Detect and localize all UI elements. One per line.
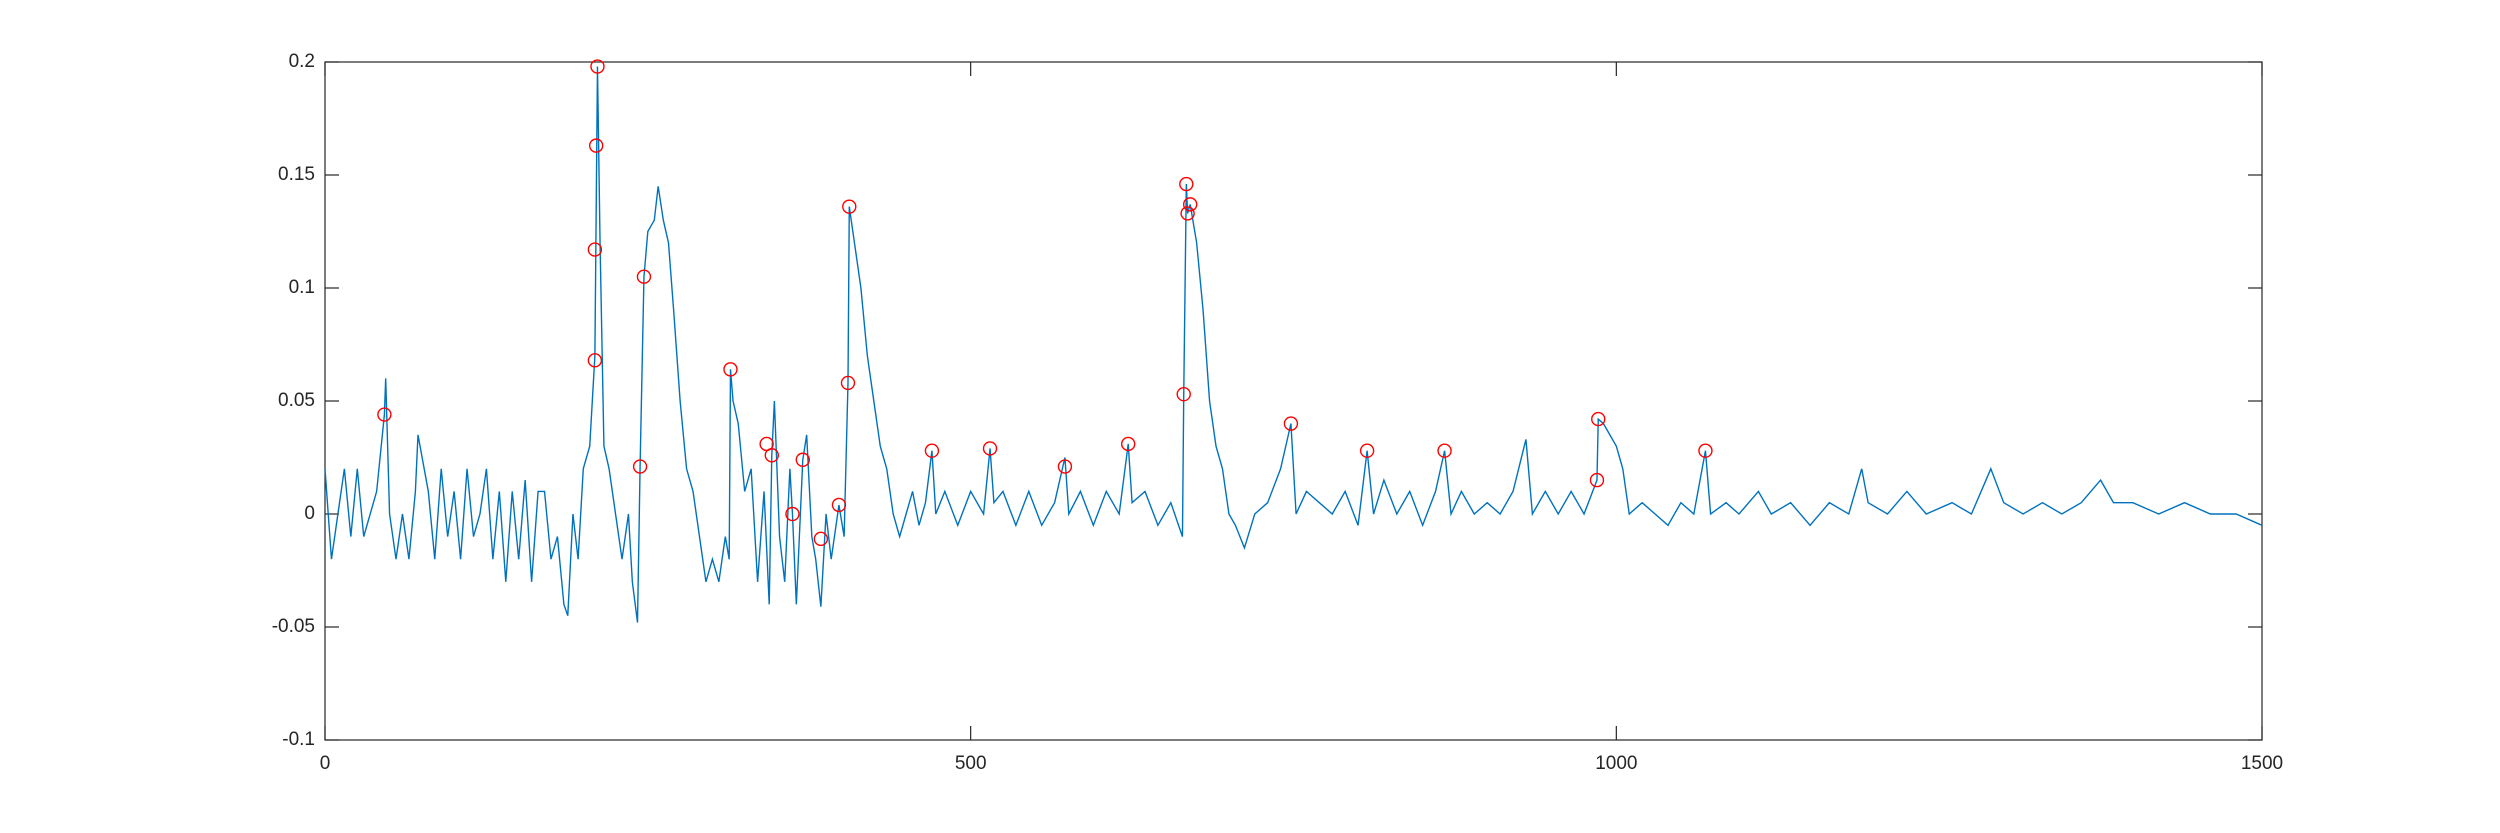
peak-marker [377,407,392,422]
peak-marker [813,531,829,547]
y-tick-label: 0.15 [278,164,315,185]
y-tick-label: -0.1 [282,729,315,750]
peak-marker [785,506,800,522]
peak-marker [831,497,847,513]
peak-marker [1182,197,1198,212]
peak-marker [632,459,648,474]
peak-marker [1283,416,1299,431]
peak-marker [842,199,857,214]
peak-marker [1121,436,1136,452]
y-tick-label: 0.1 [289,277,315,298]
peak-marker [1589,472,1605,488]
peak-marker [982,441,998,456]
x-tick-label: 0 [320,753,331,774]
x-tick-label: 1000 [1595,753,1637,774]
y-tick-label: 0.05 [278,390,315,411]
peak-marker [1359,443,1375,458]
x-tick-label: 500 [955,753,987,774]
peak-marker [1057,459,1073,474]
peak-marker [636,269,652,284]
peak-marker [587,353,603,368]
peak-marker [795,452,810,467]
peak-marker [1176,387,1191,402]
peak-marker [1437,443,1452,458]
peak-marker [590,59,605,74]
peak-marker [1179,176,1194,192]
peak-marker [588,138,604,153]
y-tick-label: 0 [304,503,315,524]
peak-marker [723,362,738,377]
peak-marker [1698,443,1713,458]
peak-marker [587,242,603,257]
y-tick-label: -0.05 [272,616,315,637]
peak-marker [1591,411,1606,427]
y-tick-label: 0.2 [289,51,315,72]
peak-marker [840,375,856,391]
peak-marker [924,443,940,458]
x-tick-label: 1500 [2241,753,2283,774]
signal-line [324,66,2263,623]
peak-marker [764,448,780,463]
plot-box [324,61,2263,741]
peak-marker [1180,206,1195,221]
